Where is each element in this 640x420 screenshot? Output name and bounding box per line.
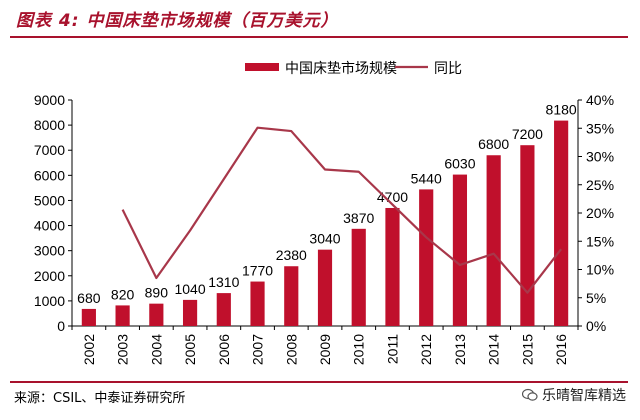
legend-bar-label: 中国床垫市场规模 [285, 60, 397, 76]
bar-value-label: 6030 [444, 156, 475, 172]
x-tick-label: 2010 [351, 334, 367, 365]
y-left-tick-label: 6000 [34, 167, 65, 183]
source-divider [10, 381, 628, 383]
y-right-tick-label: 5% [586, 290, 606, 306]
bar-value-label: 6800 [478, 136, 509, 152]
bar [351, 228, 366, 326]
x-tick-label: 2013 [452, 334, 468, 365]
bar [115, 305, 130, 326]
y-right-tick-label: 40% [586, 92, 614, 108]
bar [419, 189, 434, 326]
y-left-tick-label: 8000 [34, 117, 65, 133]
x-tick-label: 2016 [553, 334, 569, 365]
y-right-tick-label: 30% [586, 149, 614, 165]
y-right-tick-label: 35% [586, 120, 614, 136]
x-tick-label: 2009 [317, 334, 333, 365]
y-left-tick-label: 0 [57, 318, 65, 334]
x-tick-label: 2005 [182, 334, 198, 365]
bar-value-label: 680 [77, 290, 101, 306]
y-left-tick-label: 5000 [34, 192, 65, 208]
legend-line-label: 同比 [434, 60, 462, 76]
x-tick-label: 2011 [384, 334, 400, 364]
bar [216, 293, 231, 326]
bar-value-label: 5440 [411, 170, 442, 186]
bar-value-label: 820 [111, 286, 135, 302]
bar-value-label: 8180 [546, 102, 577, 118]
bar [182, 299, 198, 326]
bar [486, 155, 501, 326]
bar [284, 266, 299, 326]
y-right-tick-label: 0% [586, 318, 606, 334]
legend-bar-swatch [245, 63, 279, 71]
bar-value-label: 2380 [276, 247, 307, 263]
bar [317, 249, 333, 326]
bar [385, 207, 400, 326]
y-right-tick-label: 25% [586, 177, 614, 193]
x-tick-label: 2002 [81, 334, 97, 365]
y-left-tick-label: 3000 [34, 243, 65, 259]
x-tick-label: 2015 [519, 334, 535, 365]
y-right-tick-label: 20% [586, 205, 614, 221]
y-left-tick-label: 7000 [34, 142, 65, 158]
bar [520, 145, 535, 326]
y-left-tick-label: 9000 [34, 92, 65, 108]
bar-value-label: 4700 [377, 189, 408, 205]
bar-value-label: 1770 [242, 263, 273, 279]
bar [81, 308, 96, 326]
bar-value-label: 3870 [343, 210, 374, 226]
watermark: 乐晴智库精选 [522, 385, 626, 405]
yoy-growth-line [121, 126, 563, 294]
x-tick-label: 2007 [250, 334, 266, 365]
y-left-tick-label: 1000 [34, 293, 65, 309]
bar [250, 281, 265, 326]
x-tick-label: 2004 [148, 334, 164, 365]
bar-value-label: 1310 [208, 274, 239, 290]
y-left-tick-label: 4000 [34, 218, 65, 234]
x-tick-label: 2008 [283, 334, 299, 365]
title-divider [10, 36, 628, 38]
bar [452, 174, 468, 326]
bar-value-label: 7200 [512, 126, 543, 142]
bar-value-label: 1040 [174, 281, 205, 297]
bar-value-label: 890 [145, 285, 169, 301]
x-tick-label: 2003 [115, 334, 131, 365]
chart-title: 图表 4: 中国床垫市场规模（百万美元） [16, 11, 339, 31]
x-tick-label: 2012 [418, 334, 434, 365]
x-tick-label: 2006 [216, 334, 232, 365]
y-right-tick-label: 15% [586, 233, 614, 249]
bar-value-label: 3040 [309, 231, 340, 247]
wechat-icon [522, 388, 538, 401]
x-tick-label: 2014 [486, 334, 502, 365]
bar [554, 120, 569, 326]
y-right-tick-label: 10% [586, 262, 614, 278]
source-note: 来源：CSIL、中泰证券研究所 [14, 391, 186, 406]
watermark-text: 乐晴智库精选 [542, 388, 626, 404]
bar [149, 303, 164, 326]
y-left-tick-label: 2000 [34, 268, 65, 284]
